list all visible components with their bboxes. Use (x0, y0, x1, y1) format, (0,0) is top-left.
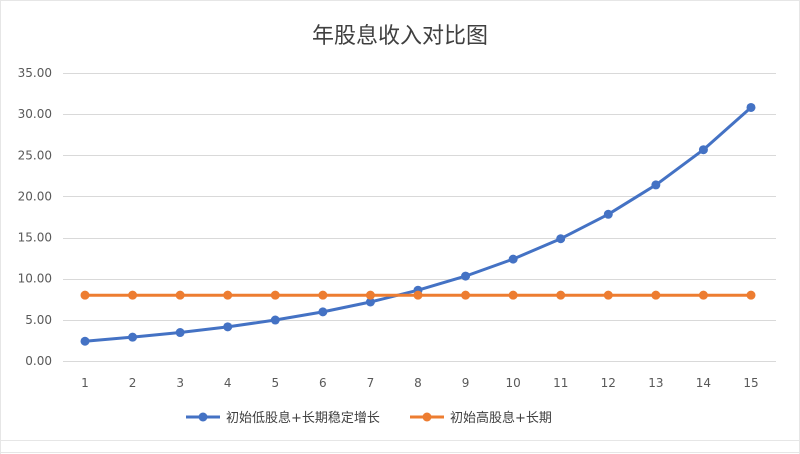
x-tick-label: 14 (696, 376, 711, 390)
data-point (651, 290, 661, 300)
data-point (746, 290, 756, 300)
data-point (461, 290, 471, 300)
data-point (223, 290, 233, 300)
data-point (698, 145, 708, 155)
x-tick-label: 12 (601, 376, 616, 390)
y-tick-label: 0.00 (25, 354, 52, 368)
data-point (365, 290, 375, 300)
x-tick-label: 6 (319, 376, 327, 390)
data-point (556, 290, 566, 300)
y-gridlines (63, 73, 776, 362)
data-point (508, 290, 518, 300)
data-point (80, 290, 90, 300)
data-point (556, 234, 566, 244)
x-tick-label: 9 (462, 376, 470, 390)
y-tick-label: 35.00 (18, 66, 52, 80)
y-tick-label: 15.00 (18, 231, 52, 245)
series-line (83, 106, 753, 343)
x-tick-label: 2 (129, 376, 137, 390)
legend: 初始低股息+长期稳定增长 初始高股息+长期 (186, 410, 552, 426)
data-point (175, 328, 185, 338)
data-point (270, 290, 280, 300)
chart-title: 年股息收入对比图 (312, 24, 488, 49)
y-tick-label: 30.00 (18, 107, 52, 121)
legend-label: 初始高股息+长期 (450, 410, 552, 426)
data-point (128, 332, 138, 342)
legend-marker (422, 412, 432, 422)
x-tick-label: 15 (743, 376, 758, 390)
data-point (698, 290, 708, 300)
data-point (365, 297, 375, 307)
x-tick-label: 4 (224, 376, 232, 390)
data-point (603, 290, 613, 300)
y-tick-label: 20.00 (18, 189, 52, 203)
y-tick-label: 5.00 (25, 313, 52, 327)
data-point (508, 254, 518, 264)
legend-marker (198, 412, 208, 422)
y-tick-label: 10.00 (18, 272, 52, 286)
legend-label: 初始低股息+长期稳定增长 (226, 410, 380, 426)
legend-item: 初始低股息+长期稳定增长 (186, 410, 380, 426)
x-tick-label: 5 (271, 376, 279, 390)
data-point (318, 307, 328, 317)
legend-item: 初始高股息+长期 (410, 410, 552, 426)
x-axis-tick-labels: 1 2 3 4 5 6 7 8 9 10 11 12 13 14 15 (81, 376, 758, 390)
x-tick-label: 1 (81, 376, 89, 390)
data-point (318, 290, 328, 300)
data-point (603, 209, 613, 219)
data-point (80, 336, 90, 346)
data-point (223, 322, 233, 332)
x-tick-label: 10 (506, 376, 521, 390)
x-tick-label: 8 (414, 376, 422, 390)
x-tick-label: 11 (553, 376, 568, 390)
data-point (746, 102, 756, 112)
x-tick-label: 3 (176, 376, 184, 390)
x-tick-label: 7 (367, 376, 375, 390)
data-point (270, 315, 280, 325)
data-point (651, 180, 661, 190)
series-1 (80, 102, 756, 346)
y-axis-tick-labels: 0.00 5.00 10.00 15.00 20.00 25.00 30.00 35.00 (18, 66, 52, 368)
data-point (128, 290, 138, 300)
data-point (461, 271, 471, 281)
x-tick-label: 13 (648, 376, 663, 390)
series-2 (80, 290, 756, 300)
series-layer (80, 102, 756, 346)
y-tick-label: 25.00 (18, 148, 52, 162)
data-point (413, 290, 423, 300)
data-point (175, 290, 185, 300)
